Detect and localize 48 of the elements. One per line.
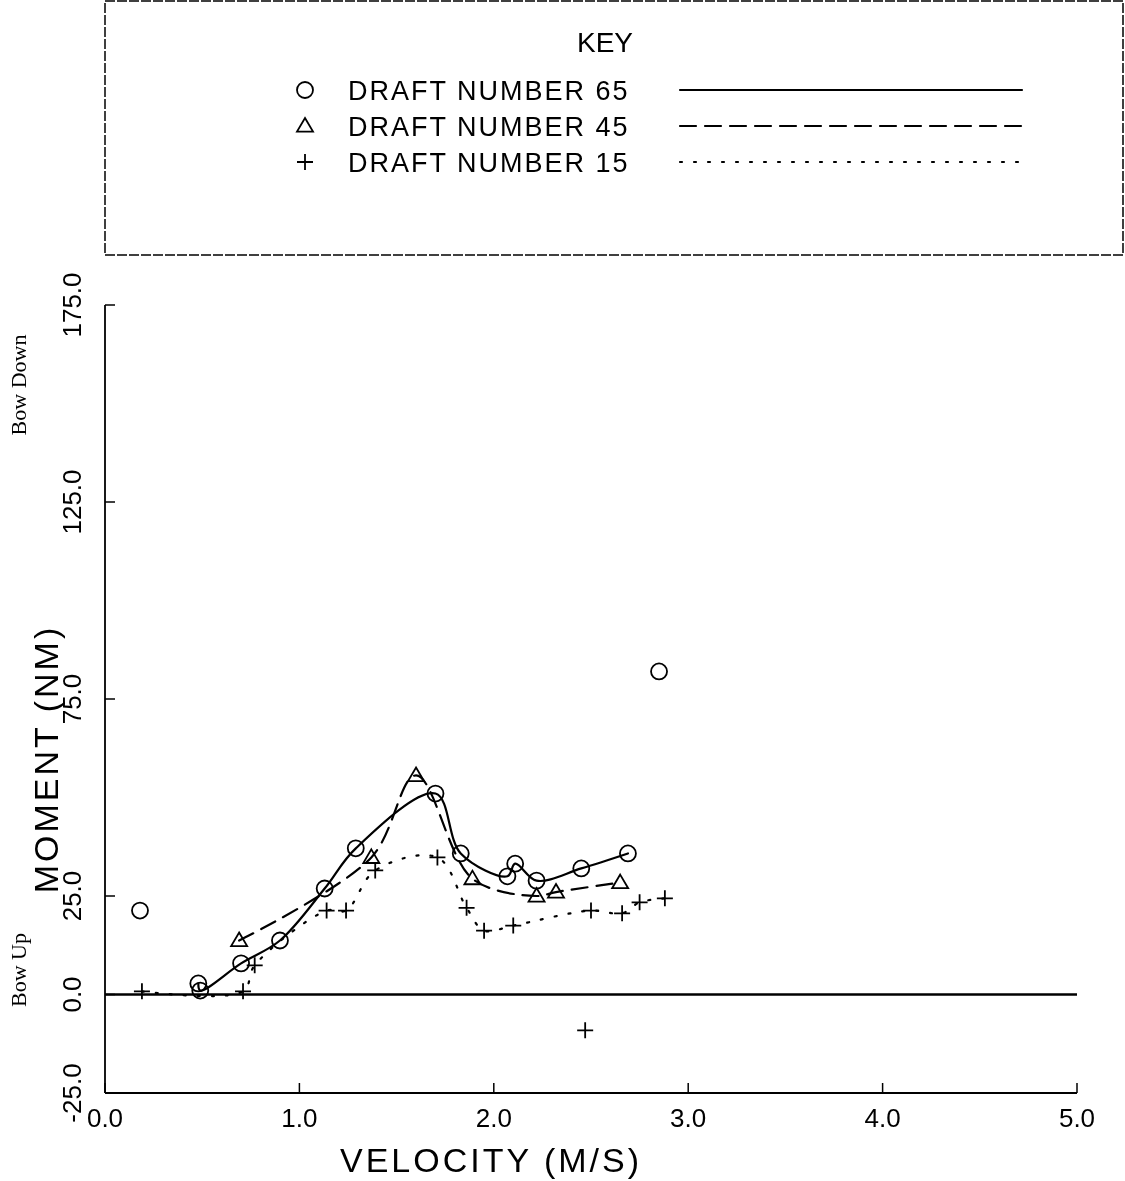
point [498,867,517,886]
point [245,956,264,975]
x-tick-label: 5.0 [1058,1103,1096,1133]
point [572,859,591,878]
text: Bow Up [6,933,31,1007]
point [232,954,250,973]
point [346,839,365,858]
y-tick-label: 0.0 [57,976,87,1013]
point [315,879,334,898]
point [611,873,630,890]
legend-label: DRAFT NUMBER 15 [348,148,630,178]
point [504,916,523,935]
point [463,869,482,886]
point [451,844,470,863]
legend-label: DRAFT NUMBER 45 [348,112,630,142]
y-tick-label: 175.0 [57,272,87,338]
point [506,854,525,873]
x-tick-label: 4.0 [864,1103,901,1133]
y-tick-label: -25.0 [57,1063,87,1123]
x-tick-label: 1.0 [281,1103,318,1133]
point [407,766,425,782]
point [527,871,546,890]
point [189,974,208,993]
y-tick-label: 25.0 [57,870,87,922]
x-tick-label: 2.0 [475,1103,512,1133]
point [630,893,649,912]
point [576,1021,595,1040]
point [362,848,381,864]
point [191,981,210,1000]
point [271,931,289,950]
point [230,931,249,948]
point [426,784,445,803]
point [619,844,637,863]
legend-title: KEY [576,27,634,58]
x-axis-title: VELOCITY (M/S) [339,1141,643,1179]
x-tick-label: 0.0 [86,1103,124,1133]
text: Bow Down [6,334,31,436]
point [527,887,546,903]
point [655,889,674,908]
point [317,901,336,920]
x-tick-label: 3.0 [670,1103,707,1133]
point [428,848,447,867]
point [650,662,668,681]
point [131,901,149,920]
legend-label: DRAFT NUMBER 65 [348,76,630,106]
y-tick-label: 125.0 [57,469,87,535]
point [457,898,476,917]
point [547,883,565,899]
